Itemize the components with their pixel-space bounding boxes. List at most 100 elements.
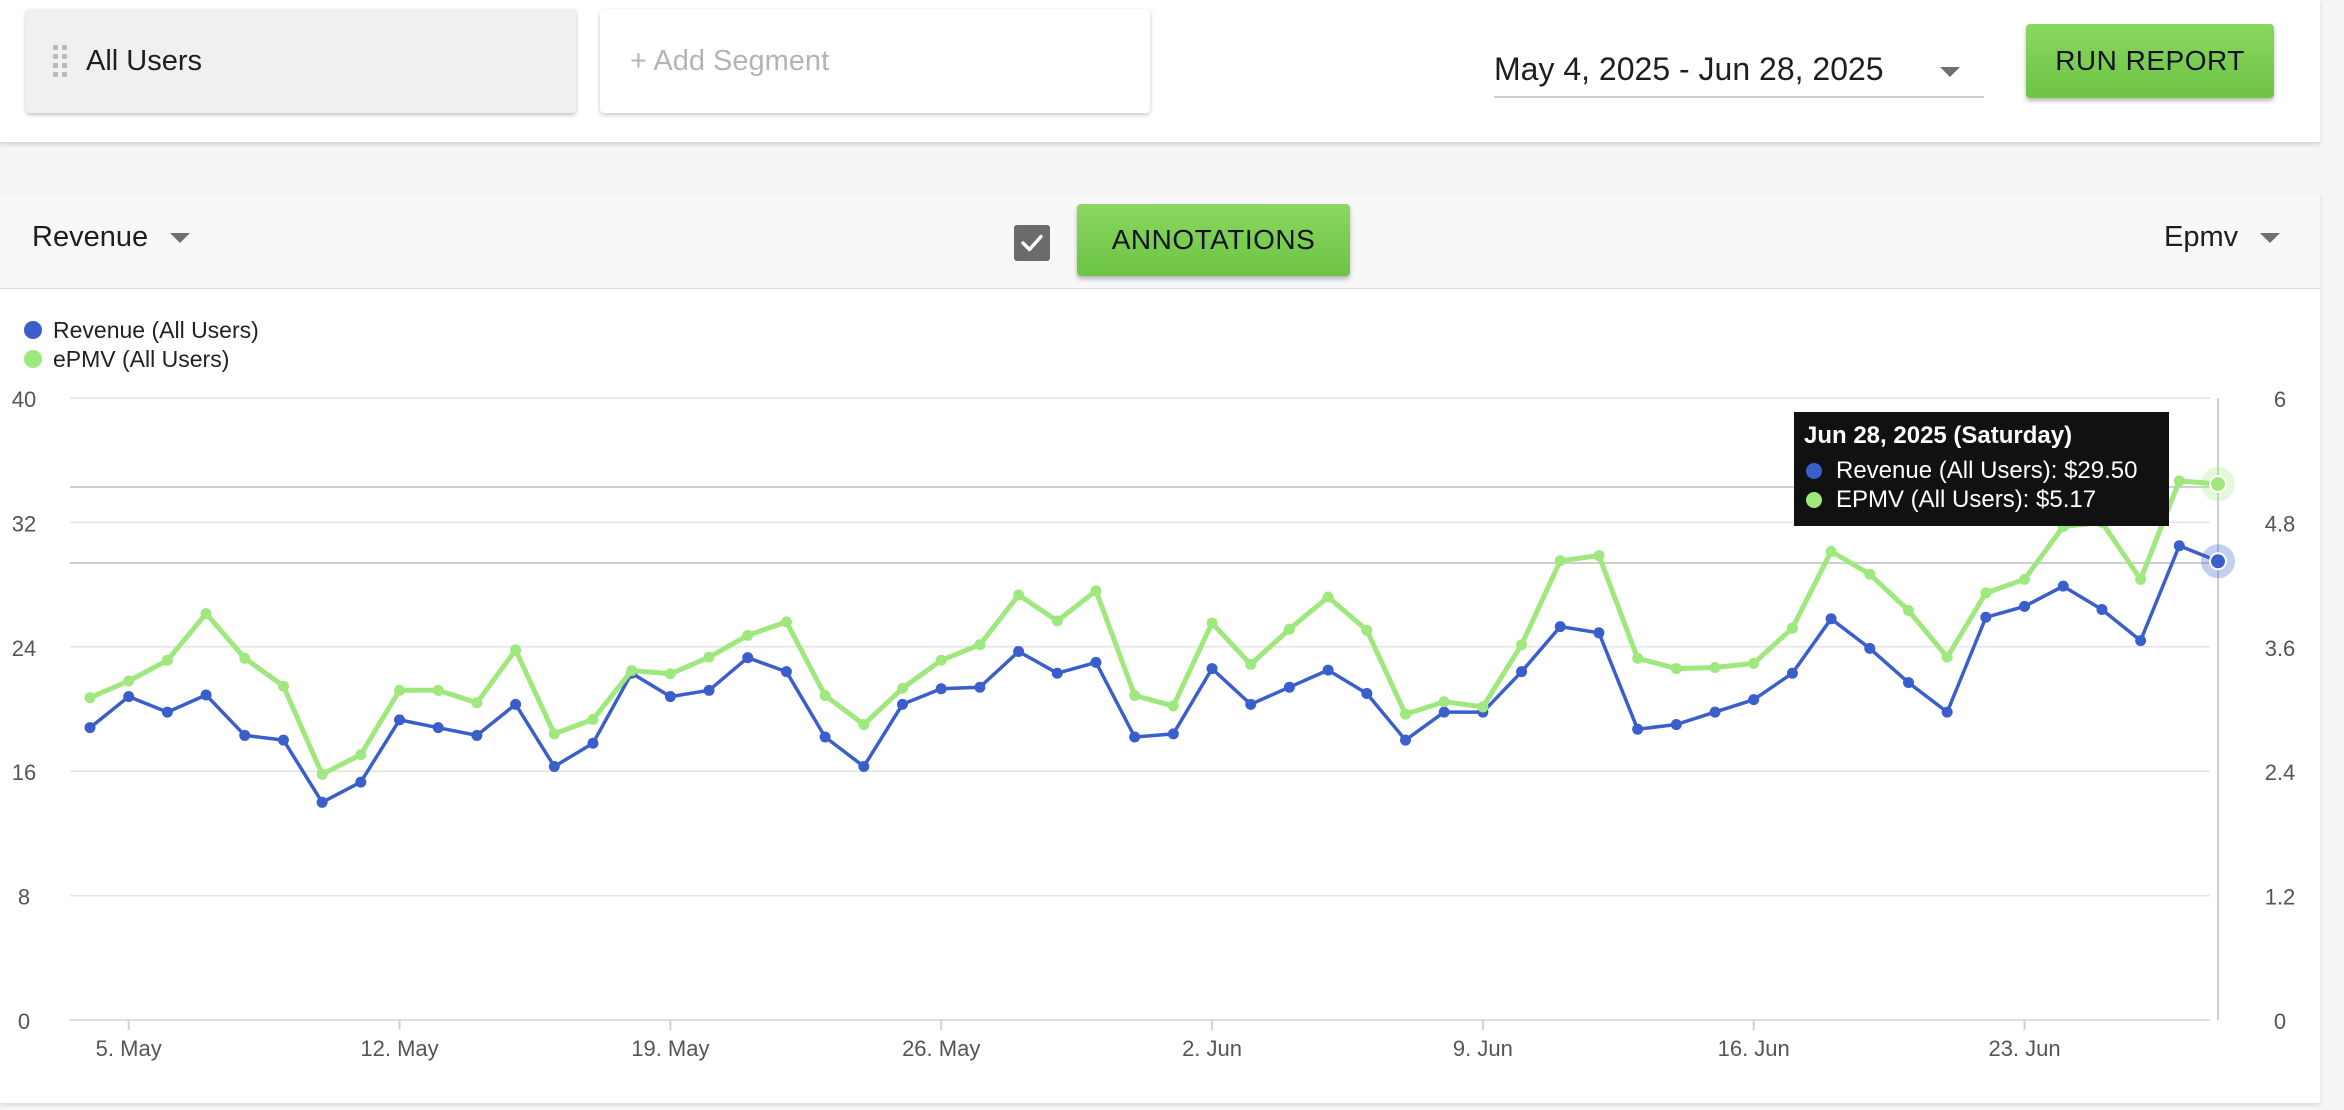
epmv-point [394,684,406,696]
tooltip-epmv-text: EPMV (All Users): $5.17 [1836,485,2097,513]
tooltip-revenue-text: Revenue (All Users): $29.50 [1836,456,2138,484]
revenue-point [1129,731,1141,743]
revenue-point [1554,621,1566,633]
date-range-picker[interactable]: May 4, 2025 - Jun 28, 2025 [1494,42,1984,98]
revenue-point [935,683,947,695]
revenue-point [897,698,909,710]
revenue-point [819,731,831,743]
x-tick-label: 16. Jun [1718,1036,1790,1061]
y-right-tick-label: 2.4 [2265,760,2296,785]
epmv-point [2019,573,2031,585]
epmv-point [587,713,599,725]
epmv-point [1902,605,1914,617]
legend-dot [24,350,42,368]
epmv-point [626,665,638,677]
revenue-point [1013,645,1025,657]
epmv-point [1825,545,1837,557]
epmv-point [1167,700,1179,712]
revenue-point [1051,667,1063,679]
revenue-point [123,691,135,703]
y-right-tick-label: 3.6 [2265,636,2296,661]
epmv-point [1013,589,1025,601]
x-tick-label: 19. May [631,1036,709,1061]
epmv-point [935,654,947,666]
epmv-point [1361,624,1373,636]
revenue-point [742,652,754,664]
revenue-point [1786,667,1798,679]
epmv-point [1632,652,1644,664]
epmv-point [1090,585,1102,597]
epmv-point [1709,662,1721,674]
date-range-value: May 4, 2025 - Jun 28, 2025 [1494,50,1884,87]
epmv-point [239,652,251,664]
epmv-point [1516,639,1528,651]
chevron-down-icon [2260,232,2281,243]
revenue-point [2209,552,2227,571]
x-tick-label: 23. Jun [1988,1036,2060,1061]
revenue-point [1825,613,1837,625]
revenue-point [277,734,289,746]
right-metric-select[interactable]: Epmv [2164,221,2281,254]
left-metric-select[interactable]: Revenue [32,221,191,254]
segment-all-users[interactable]: All Users [26,9,576,113]
tooltip-title: Jun 28, 2025 (Saturday) [1804,422,2073,449]
epmv-point [471,697,483,709]
epmv-point [974,639,986,651]
annotations-checkbox[interactable] [1014,225,1050,261]
revenue-point [1206,663,1218,675]
tooltip-row-revenue: Revenue (All Users): $29.50 [1804,456,2159,485]
y-right-tick-label: 4.8 [2265,511,2296,536]
right-metric-label: Epmv [2164,221,2239,253]
revenue-point [1864,642,1876,654]
y-right-tick-label: 6 [2274,387,2286,412]
epmv-point [277,680,289,692]
y-right-tick-label: 0 [2274,1009,2286,1034]
epmv-point [1670,663,1682,675]
run-report-button[interactable]: RUN REPORT [2026,24,2274,98]
add-segment-label: + Add Segment [630,44,830,77]
revenue-point [2135,635,2147,647]
epmv-point [548,728,560,740]
revenue-point [2057,580,2069,592]
y-left-tick-label: 16 [12,760,36,785]
revenue-point [1322,664,1334,676]
epmv-point [316,768,328,780]
revenue-point [316,796,328,808]
y-left-tick-label: 8 [18,885,30,910]
epmv-point [1245,658,1257,670]
revenue-point [161,706,173,718]
revenue-point [1902,677,1914,689]
y-left-tick-label: 32 [12,511,36,536]
epmv-point [897,682,909,694]
y-left-tick-label: 0 [18,1009,30,1034]
epmv-point [123,675,135,687]
chart-panel: Revenue ANNOTATIONS Epmv [0,193,2320,1103]
x-tick-label: 2. Jun [1182,1036,1242,1061]
chart-tooltip: Jun 28, 2025 (Saturday) Revenue (All Use… [1794,412,2169,526]
annotations-button[interactable]: ANNOTATIONS [1077,204,1350,276]
revenue-point [664,691,676,703]
epmv-point [432,684,444,696]
revenue-point [432,722,444,734]
revenue-legend-dot [1806,462,1822,479]
revenue-point [2173,540,2185,552]
revenue-point [355,776,367,788]
epmv-point [1283,623,1295,635]
y-left-tick-label: 24 [12,636,36,661]
epmv-legend-dot [1806,491,1822,508]
revenue-point [974,681,986,693]
left-metric-label: Revenue [32,221,149,253]
add-segment-button[interactable]: + Add Segment [600,9,1150,113]
revenue-point [548,761,560,773]
epmv-point [2135,573,2147,585]
y-left-tick-label: 40 [12,387,36,412]
epmv-series-line [89,478,2219,777]
tooltip-row-epmv: EPMV (All Users): $5.17 [1804,485,2159,514]
drag-handle-icon[interactable] [53,43,67,79]
legend-label: ePMV (All Users) [53,346,229,372]
epmv-point [780,616,792,628]
epmv-point [200,608,212,620]
revenue-point [780,666,792,678]
segment-label: All Users [86,44,203,77]
